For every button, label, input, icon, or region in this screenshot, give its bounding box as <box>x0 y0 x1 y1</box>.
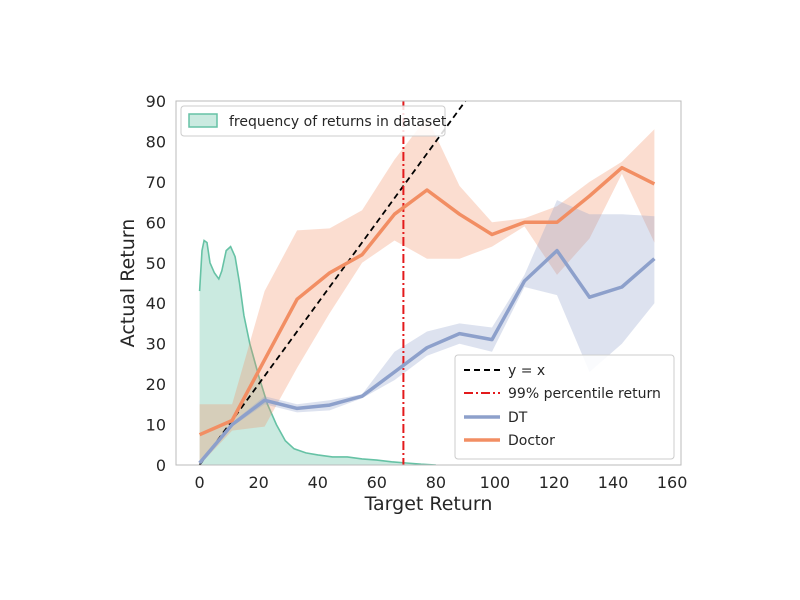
legend-label-y-equals-x: y = x <box>508 363 545 379</box>
legend-label-dt: DT <box>508 410 528 426</box>
y-tick-label: 30 <box>146 335 166 354</box>
y-tick-label: 0 <box>156 456 166 475</box>
dt-line <box>198 248 656 465</box>
doctor-band <box>199 117 655 465</box>
y-tick-label: 20 <box>146 375 166 394</box>
x-axis-label: Target Return <box>364 493 493 515</box>
y-equals-x-line <box>198 101 467 465</box>
legend-top-left: frequency of returns in dataset <box>180 105 447 137</box>
x-tick-label: 100 <box>480 473 511 492</box>
y-axis-label: Actual Return <box>117 219 139 348</box>
legend-box <box>454 354 675 460</box>
x-tick-label: 20 <box>249 473 269 492</box>
y-tick-label: 50 <box>146 254 166 273</box>
legend-label-doctor: Doctor <box>508 433 555 449</box>
plot-frame <box>175 100 682 466</box>
legend-label-frequency: frequency of returns in dataset <box>229 114 447 130</box>
y-tick-label: 90 <box>146 92 166 111</box>
doctor-line <box>198 165 656 437</box>
x-tick-label: 0 <box>195 473 205 492</box>
x-tick-label: 60 <box>367 473 387 492</box>
legend-bottom-right: y = x 99% percentile return DT Doctor <box>454 354 675 460</box>
legend-label-percentile: 99% percentile return <box>508 386 661 402</box>
frequency-outline <box>198 239 436 465</box>
legend-swatch-frequency <box>188 113 218 128</box>
x-tick-label: 120 <box>539 473 570 492</box>
x-tick-label: 80 <box>426 473 446 492</box>
y-tick-label: 80 <box>146 132 166 151</box>
x-tick-label: 40 <box>308 473 328 492</box>
x-tick-label: 160 <box>657 473 688 492</box>
y-tick-label: 60 <box>146 213 166 232</box>
x-tick-label: 140 <box>598 473 629 492</box>
y-tick-label: 10 <box>146 416 166 435</box>
y-tick-label: 70 <box>146 173 166 192</box>
y-tick-label: 40 <box>146 294 166 313</box>
legend-box <box>180 105 446 137</box>
frequency-area <box>199 240 436 465</box>
